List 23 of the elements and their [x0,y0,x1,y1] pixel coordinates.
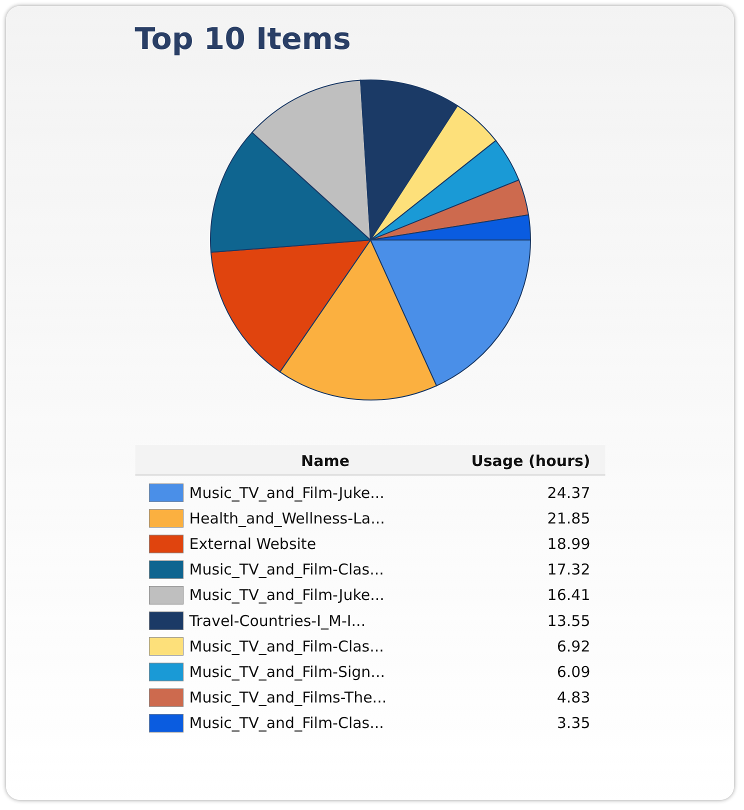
data-label: 6.09 [556,663,590,681]
data-label: 24.37 [547,484,590,502]
legend-label: Music_TV_and_Film-Sign... [189,663,385,681]
data-label: 21.85 [547,509,590,528]
text: Usage (hours) [471,452,590,470]
data-label: 13.55 [547,612,590,630]
data-label: 16.41 [547,586,590,604]
legend-title: Name [301,452,350,470]
legend-label: Health_and_Wellness-La... [189,509,385,528]
chart-title: Top 10 Items [134,22,351,57]
legend-label: Music_TV_and_Film-Juke... [189,484,384,502]
data-label: 17.32 [547,560,590,579]
data-label: 18.99 [547,535,590,553]
legend-label: Music_TV_and_Film-Clas... [189,637,384,656]
legend-label: External Website [189,535,316,553]
data-label: 4.83 [556,688,590,707]
legend-label: Travel-Countries-I_M-I... [188,612,366,630]
legend-label: Music_TV_and_Films-The... [189,688,387,707]
data-label: 6.92 [556,637,590,656]
legend-label: Music_TV_and_Film-Clas... [189,714,384,732]
data-label: 3.35 [556,714,590,732]
legend-label: Music_TV_and_Film-Juke... [189,586,384,604]
legend-label: Music_TV_and_Film-Clas... [189,560,384,579]
